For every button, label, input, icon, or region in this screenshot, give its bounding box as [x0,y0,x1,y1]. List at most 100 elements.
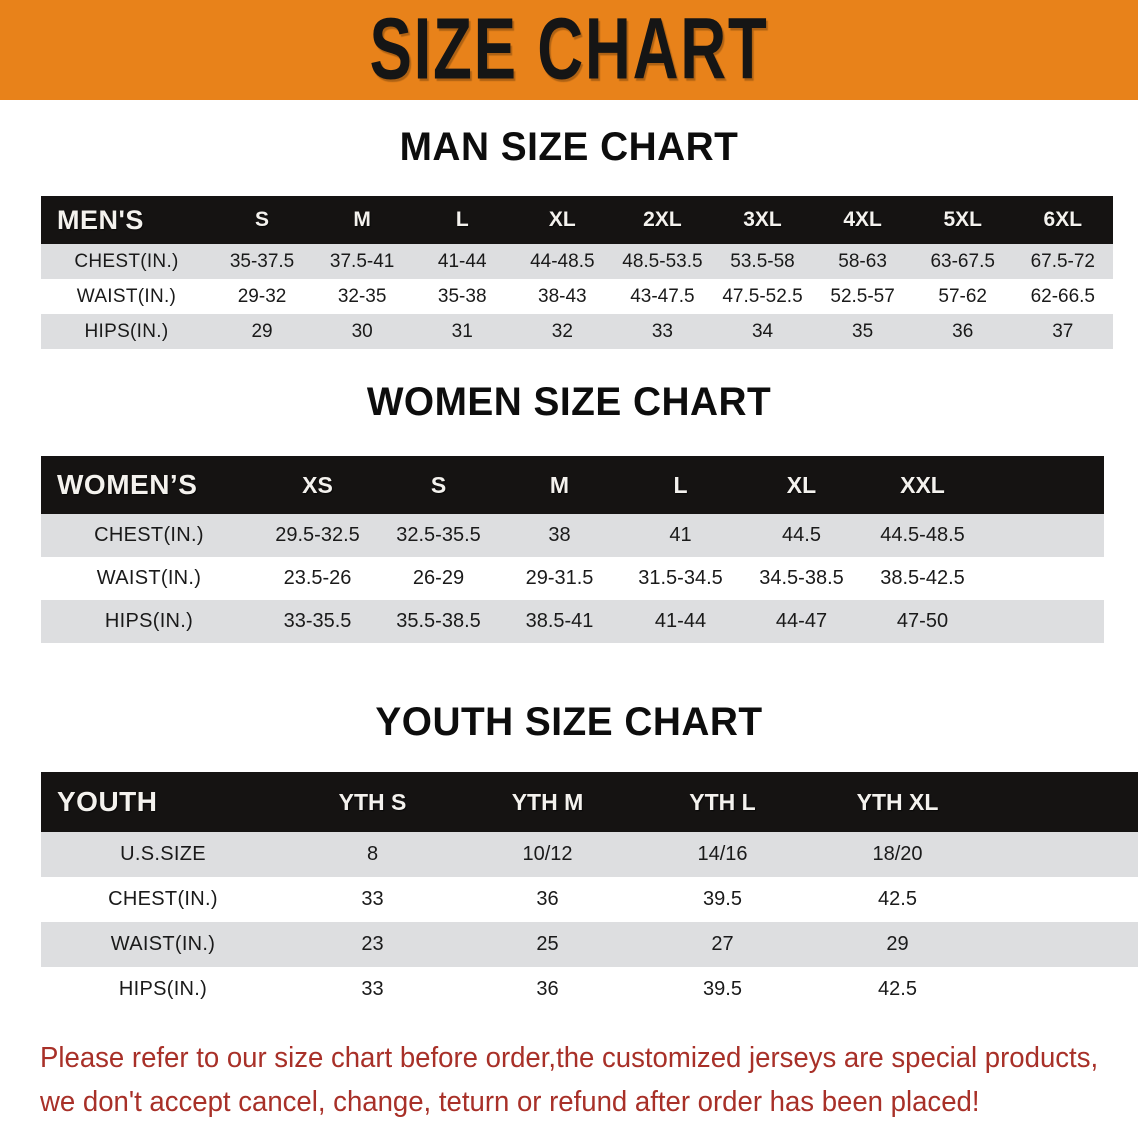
women-table-body: CHEST(IN.) 29.5-32.5 32.5-35.5 38 41 44.… [41,514,1104,643]
cell-spacer [983,557,1104,600]
women-section-title: WOMEN SIZE CHART [366,380,772,424]
cell: 38.5-42.5 [880,567,965,589]
cell: 32.5-35.5 [396,524,481,546]
cell: 30 [351,320,373,342]
cell: 36 [952,320,974,342]
cell: 47-50 [896,610,949,632]
table-header-row: MEN'S S M L XL 2XL 3XL 4XL 5XL 6XL [41,196,1113,244]
cell-spacer [985,967,1138,1012]
cell: 35.5-38.5 [396,610,481,632]
row-label-waist: WAIST(IN.) [76,285,177,307]
row-label-waist: WAIST(IN.) [110,933,216,955]
cell-spacer [985,877,1138,922]
cell: 35-37.5 [229,250,295,272]
table-row: HIPS(IN.) 33-35.5 35.5-38.5 38.5-41 41-4… [41,600,1104,643]
women-category-label: WOMEN’S [57,469,198,500]
women-col-l: L [673,471,688,498]
cell-spacer [985,922,1138,967]
man-size-table: MEN'S S M L XL 2XL 3XL 4XL 5XL 6XL CHEST… [41,196,1113,349]
cell: 29.5-32.5 [275,524,360,546]
cell-spacer [985,832,1138,877]
youth-section-title: YOUTH SIZE CHART [375,700,763,744]
cell: 10/12 [522,843,573,865]
table-row: WAIST(IN.) 23.5-26 26-29 29-31.5 31.5-34… [41,557,1104,600]
table-row: HIPS(IN.) 29 30 31 32 33 34 35 36 37 [41,314,1113,349]
cell: 44.5-48.5 [880,524,965,546]
youth-col-yth-m: YTH M [511,788,584,815]
cell: 34.5-38.5 [759,567,844,589]
row-label-hips: HIPS(IN.) [84,320,169,342]
cell: 33 [651,320,673,342]
cell: 41 [669,524,692,546]
row-label-waist: WAIST(IN.) [96,567,202,589]
cell: 53.5-58 [730,250,795,272]
cell: 31.5-34.5 [638,567,723,589]
cell: 23.5-26 [283,567,352,589]
cell-spacer [983,514,1104,557]
cell: 18/20 [872,843,923,865]
women-col-xl: XL [786,471,817,498]
cell: 58-63 [838,250,887,272]
cell: 29 [886,933,909,955]
note-line-1: Please refer to our size chart before or… [40,1042,1099,1074]
cell: 29-32 [237,285,287,307]
cell: 42.5 [878,888,917,910]
cell: 37 [1052,320,1074,342]
women-col-spacer [983,456,1104,514]
cell: 41-44 [437,250,487,272]
cell: 63-67.5 [930,250,995,272]
cell: 47.5-52.5 [722,285,803,307]
cell: 35-38 [437,285,487,307]
table-row: WAIST(IN.) 29-32 32-35 35-38 38-43 43-47… [41,279,1113,314]
man-category-label: MEN'S [57,204,144,235]
cell: 41-44 [654,610,707,632]
women-col-xxl: XXL [900,471,945,498]
cell: 29 [251,320,273,342]
table-header-row: YOUTH YTH S YTH M YTH L YTH XL [41,772,1138,832]
cell: 39.5 [703,978,742,1000]
cell: 37.5-41 [329,250,395,272]
youth-category-label: YOUTH [57,786,158,817]
table-row: CHEST(IN.) 33 36 39.5 42.5 [41,877,1138,922]
youth-col-yth-l: YTH L [689,788,756,815]
cell: 36 [536,978,559,1000]
cell: 48.5-53.5 [622,250,703,272]
table-row: HIPS(IN.) 33 36 39.5 42.5 [41,967,1138,1012]
youth-col-yth-xl: YTH XL [856,788,939,815]
man-col-3xl: 3XL [743,208,782,231]
row-label-chest: CHEST(IN.) [94,524,204,546]
cell: 33 [361,978,384,1000]
youth-col-yth-s: YTH S [338,788,407,815]
women-table-header: WOMEN’S XS S M L XL XXL [41,456,1104,514]
table-row: U.S.SIZE 8 10/12 14/16 18/20 [41,832,1138,877]
man-table-header: MEN'S S M L XL 2XL 3XL 4XL 5XL 6XL [41,196,1113,244]
table-row: CHEST(IN.) 29.5-32.5 32.5-35.5 38 41 44.… [41,514,1104,557]
man-col-l: L [455,208,469,231]
return-policy-note: Please refer to our size chart before or… [40,1036,1099,1124]
man-col-s: S [255,208,270,231]
cell: 38.5-41 [525,610,594,632]
row-label-hips: HIPS(IN.) [118,978,208,1000]
cell: 31 [451,320,473,342]
man-col-xl: XL [548,208,576,231]
cell: 62-66.5 [1030,285,1096,307]
cell: 8 [366,843,379,865]
table-row: WAIST(IN.) 23 25 27 29 [41,922,1138,967]
cell: 43-47.5 [630,285,695,307]
cell: 38 [548,524,571,546]
cell: 52.5-57 [830,285,895,307]
row-label-chest: CHEST(IN.) [108,888,218,910]
cell: 44-48.5 [530,250,595,272]
cell: 33-35.5 [283,610,352,632]
man-col-4xl: 4XL [843,208,882,231]
cell: 26-29 [412,567,465,589]
man-table-body: CHEST(IN.) 35-37.5 37.5-41 41-44 44-48.5… [41,244,1113,349]
cell: 42.5 [878,978,917,1000]
cell: 29-31.5 [525,567,594,589]
man-col-m: M [353,208,371,231]
women-size-table: WOMEN’S XS S M L XL XXL CHEST(IN.) 29.5-… [41,456,1104,643]
cell: 32 [551,320,573,342]
cell: 35 [852,320,874,342]
cell: 57-62 [938,285,987,307]
